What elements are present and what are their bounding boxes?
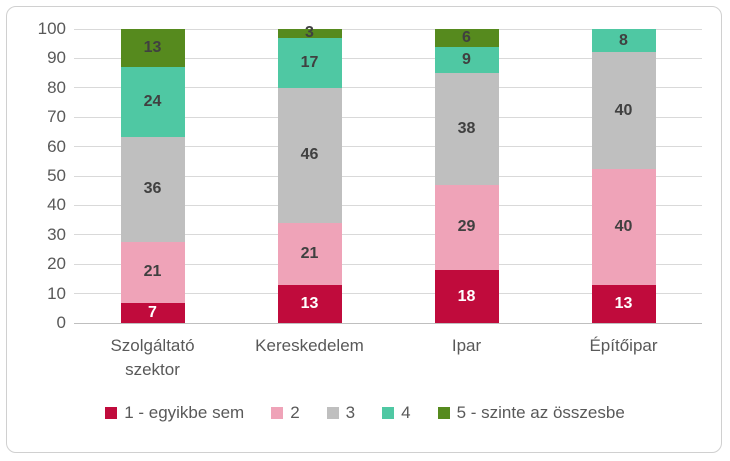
bar-segment: 21 [120,241,185,303]
legend-marker-icon [437,407,450,419]
gridline [74,57,702,59]
bar-segment: 3 [277,25,342,41]
bar-segment: 24 [120,66,185,137]
category-label: Építőipar [589,336,658,355]
category-label: Kereskedelem [255,336,364,355]
legend-label: 5 - szinte az összesbe [456,403,625,422]
legend-marker-icon [382,407,395,419]
value-label: 21 [143,263,162,281]
value-label: 36 [143,180,162,198]
legend-label: 1 - egyikbe sem [124,403,245,422]
legend: 1 - egyikbe sem 2 3 4 5 - szinte az összesbe [0,403,730,423]
legend-item: 5 - szinte az összesbe [437,403,625,423]
value-label: 21 [300,244,319,262]
gridline [74,28,702,30]
legend-item: 1 - egyikbe sem [105,403,244,423]
bar-segment: 7 [120,302,185,323]
bar-slot: 18 29 38 9 6 [388,29,545,323]
bar-segment: 9 [434,46,499,74]
bar-segment: 13 [591,285,656,323]
plot-area: 7 21 36 24 13 13 21 46 17 3 18 29 38 9 6 13 40 40 8 [74,25,702,324]
gridline [74,87,702,89]
legend-item: 3 [326,403,356,423]
value-label: 6 [462,28,471,46]
value-label: 38 [457,119,476,137]
y-tick-label: 10 [47,283,66,303]
value-label: 46 [300,146,319,164]
bar-segment: 46 [277,87,342,224]
gridline [74,263,702,265]
bar-segment: 13 [120,29,185,67]
value-label: 17 [300,53,319,71]
gridline [74,293,702,295]
bar-segment: 38 [434,73,499,185]
value-label: 13 [614,295,633,313]
bar-segment: 6 [434,28,499,47]
bar-2: 13 21 46 17 3 [277,25,342,323]
bar-segment: 21 [277,223,342,285]
value-label: 24 [143,92,162,110]
value-label: 13 [143,38,162,56]
legend-marker-icon [105,407,118,419]
bar-segment: 40 [591,52,656,169]
bar-3: 18 29 38 9 6 [434,28,499,323]
value-label: 29 [457,218,476,236]
y-tick-label: 80 [47,77,66,97]
bar-1: 7 21 36 24 13 [120,29,185,323]
value-label: 13 [300,294,319,312]
y-tick-label: 40 [47,195,66,215]
y-tick-label: 50 [47,166,66,185]
bar-segment: 40 [591,168,656,286]
value-label: 9 [462,50,471,68]
value-label: 40 [614,101,633,119]
legend-label: 2 [290,403,300,422]
category-label: Ipar [451,336,482,355]
bar-segment: 8 [591,29,656,53]
value-label: 3 [305,24,314,42]
legend-item: 2 [271,403,300,423]
y-tick-label: 20 [47,254,66,274]
y-tick-label: 70 [47,107,66,127]
value-label: 7 [148,303,157,321]
bar-segment: 17 [277,37,342,88]
legend-marker-icon [271,407,284,419]
gridline [74,204,702,206]
gridline [74,234,702,236]
bar-segment: 13 [277,284,342,323]
bar-segment: 18 [434,270,499,323]
y-tick-label: 100 [37,19,66,38]
x-axis-baseline [74,322,702,324]
bar-segment: 29 [434,184,499,271]
value-label: 8 [619,31,628,49]
bars-container: 7 21 36 24 13 13 21 46 17 3 18 29 38 9 6 13 40 40 8 [74,25,702,323]
value-label: 40 [614,217,633,235]
legend-label: 3 [345,403,356,422]
x-axis-labels: Szolgáltató szektor Kereskedelem Ipar Építő… [74,334,702,382]
bar-slot: 7 21 36 24 13 [74,29,231,323]
bar-4: 13 40 40 8 [591,29,656,323]
gridline [74,116,702,118]
legend-label: 4 [401,403,411,422]
bar-slot: 13 40 40 8 [545,29,702,323]
category-label: Szolgáltató szektor [110,336,195,379]
y-tick-label: 30 [47,224,66,244]
y-tick-label: 60 [47,136,66,156]
y-tick-label: 0 [56,313,66,332]
value-label: 18 [457,287,476,305]
bar-segment: 36 [120,136,185,242]
gridline [74,175,702,177]
legend-marker-icon [326,407,339,419]
bar-slot: 13 21 46 17 3 [231,25,388,323]
y-tick-label: 90 [47,48,66,68]
gridline [74,146,702,148]
legend-item: 4 [382,403,411,423]
